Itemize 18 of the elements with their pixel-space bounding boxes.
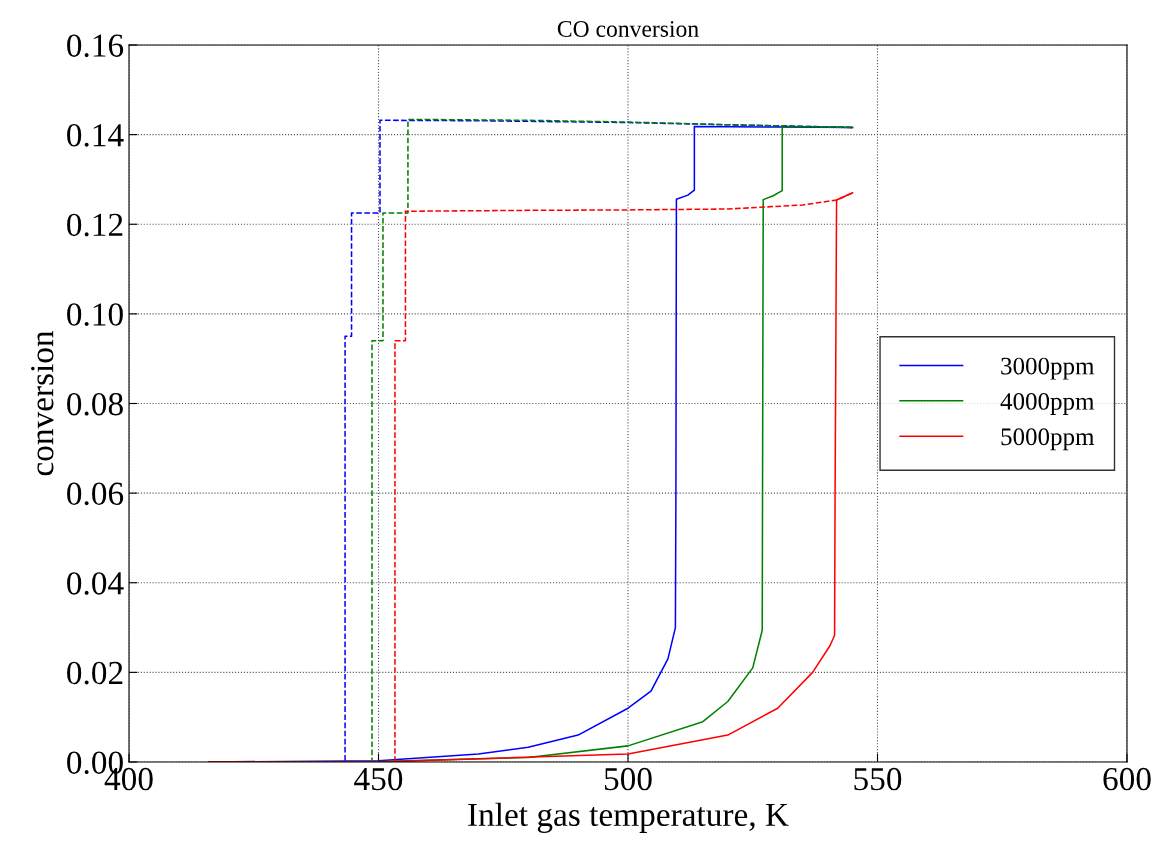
x-tick-label: 450 bbox=[354, 767, 403, 791]
x-axis-title: Inlet gas temperature, K bbox=[468, 802, 789, 833]
legend-label: 4000ppm bbox=[1000, 392, 1095, 415]
y-tick-label: 0.04 bbox=[67, 572, 124, 595]
y-tick-label: 0.02 bbox=[67, 661, 123, 685]
legend-label: 5000ppm bbox=[1001, 428, 1095, 451]
y-tick-label: 0.16 bbox=[67, 34, 124, 58]
x-tick-label: 500 bbox=[604, 767, 652, 791]
y-tick-label: 0.08 bbox=[67, 392, 123, 416]
y-tick-label: 0.10 bbox=[67, 303, 123, 326]
y-tick-label: 0.12 bbox=[67, 213, 123, 237]
legend-label: 3000ppm bbox=[1001, 357, 1095, 380]
x-tick-label: 550 bbox=[854, 767, 902, 791]
y-tick-label: 0.14 bbox=[67, 124, 124, 147]
x-tick-label: 600 bbox=[1103, 767, 1151, 791]
chart-title: CO conversion bbox=[557, 21, 699, 37]
y-tick-label: 0.06 bbox=[67, 482, 124, 506]
y-axis-title: conversion bbox=[31, 330, 54, 476]
